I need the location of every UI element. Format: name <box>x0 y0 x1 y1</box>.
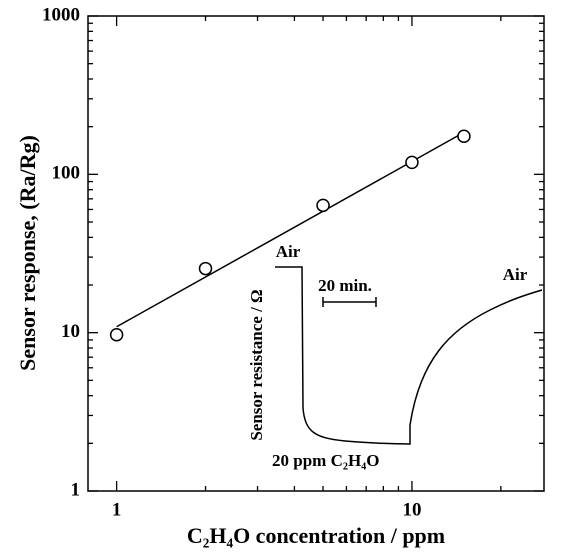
y-tick-label: 1 <box>71 479 81 500</box>
x-tick-label: 10 <box>402 499 421 520</box>
inset-label: 20 ppm C₂H₄O <box>272 451 380 470</box>
inset-axis-label: Sensor resistance / Ω <box>247 289 266 440</box>
data-point <box>198 261 213 276</box>
x-axis-label: C₂H₄O concentration / ppm <box>187 523 445 548</box>
data-point <box>109 328 124 342</box>
plot-frame <box>87 15 545 492</box>
inset-curve <box>275 266 543 445</box>
y-tick-label: 1000 <box>42 4 80 25</box>
inset-label: 20 min. <box>318 276 372 295</box>
inset-label: Air <box>503 265 528 284</box>
x-tick-label: 1 <box>112 499 122 520</box>
scale-bar <box>322 297 377 307</box>
y-tick-label: 100 <box>52 163 81 184</box>
y-axis-label: Sensor response, (Ra/Rg) <box>15 135 40 371</box>
data-point <box>316 198 330 213</box>
data-point <box>405 155 419 170</box>
data-point <box>457 129 471 143</box>
inset-label: Air <box>276 242 301 261</box>
y-tick-label: 10 <box>61 321 80 342</box>
